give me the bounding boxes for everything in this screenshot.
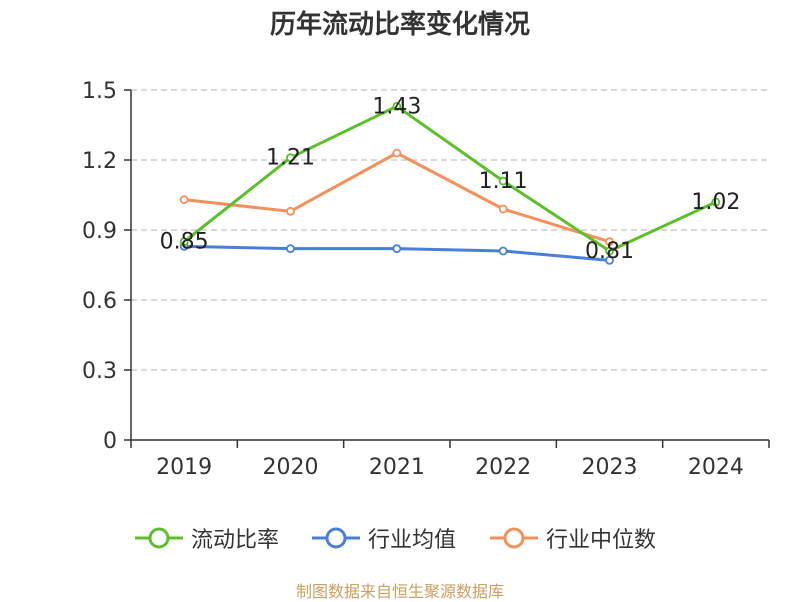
data-label: 1.02 (691, 190, 740, 215)
data-point-series-0 (711, 197, 721, 207)
data-label: 1.11 (479, 169, 528, 194)
x-tick-label: 2024 (688, 455, 744, 480)
chart-title: 历年流动比率变化情况 (269, 10, 530, 40)
data-point-series-2 (498, 204, 508, 214)
data-label: 0.85 (160, 230, 209, 255)
legend-label-industry-mean: 行业均值 (368, 528, 457, 553)
data-point-series-1 (286, 244, 295, 254)
series-line-2 (184, 151, 610, 244)
legend-marker-current-ratio (135, 527, 183, 549)
data-label: 1.43 (372, 94, 421, 119)
y-tick-label: 1.2 (82, 149, 117, 174)
x-tick-label: 2019 (156, 455, 212, 480)
data-point-series-0 (392, 101, 402, 111)
data-point-series-2 (286, 206, 295, 216)
y-tick-label: 1.5 (82, 79, 117, 104)
legend-item-industry-mean[interactable]: 行业均值 (312, 522, 456, 554)
x-tick-label: 2021 (369, 455, 425, 480)
legend-marker-industry-median (490, 527, 538, 549)
data-point-series-0 (179, 237, 189, 247)
x-tick-label: 2023 (582, 455, 638, 480)
data-point-series-0 (286, 153, 295, 163)
y-tick-label: 0.3 (82, 359, 117, 384)
data-point-series-0 (498, 176, 508, 186)
data-point-series-1 (392, 244, 402, 254)
x-tick-label: 2020 (263, 455, 319, 480)
data-label: 0.81 (585, 239, 634, 264)
legend-marker-industry-mean (312, 527, 360, 549)
data-point-series-1 (498, 246, 508, 256)
data-point-series-0 (605, 246, 614, 256)
legend-label-industry-median: 行业中位数 (546, 528, 657, 553)
legend-item-current-ratio[interactable]: 流动比率 (135, 522, 279, 554)
data-point-series-2 (605, 237, 614, 247)
source-note: 制图数据来自恒生聚源数据库 (295, 582, 504, 601)
data-point-series-2 (179, 195, 189, 205)
y-tick-label: 0.6 (82, 289, 117, 314)
y-tick-label: 0 (103, 429, 117, 454)
legend-item-industry-median[interactable]: 行业中位数 (490, 522, 656, 554)
series-line-0 (183, 104, 717, 253)
data-point-series-1 (605, 255, 614, 265)
legend-label-current-ratio: 流动比率 (191, 528, 280, 553)
y-tick-label: 0.9 (82, 219, 117, 244)
data-point-series-2 (392, 148, 402, 158)
data-label: 1.21 (266, 146, 315, 171)
x-tick-label: 2022 (475, 455, 531, 480)
